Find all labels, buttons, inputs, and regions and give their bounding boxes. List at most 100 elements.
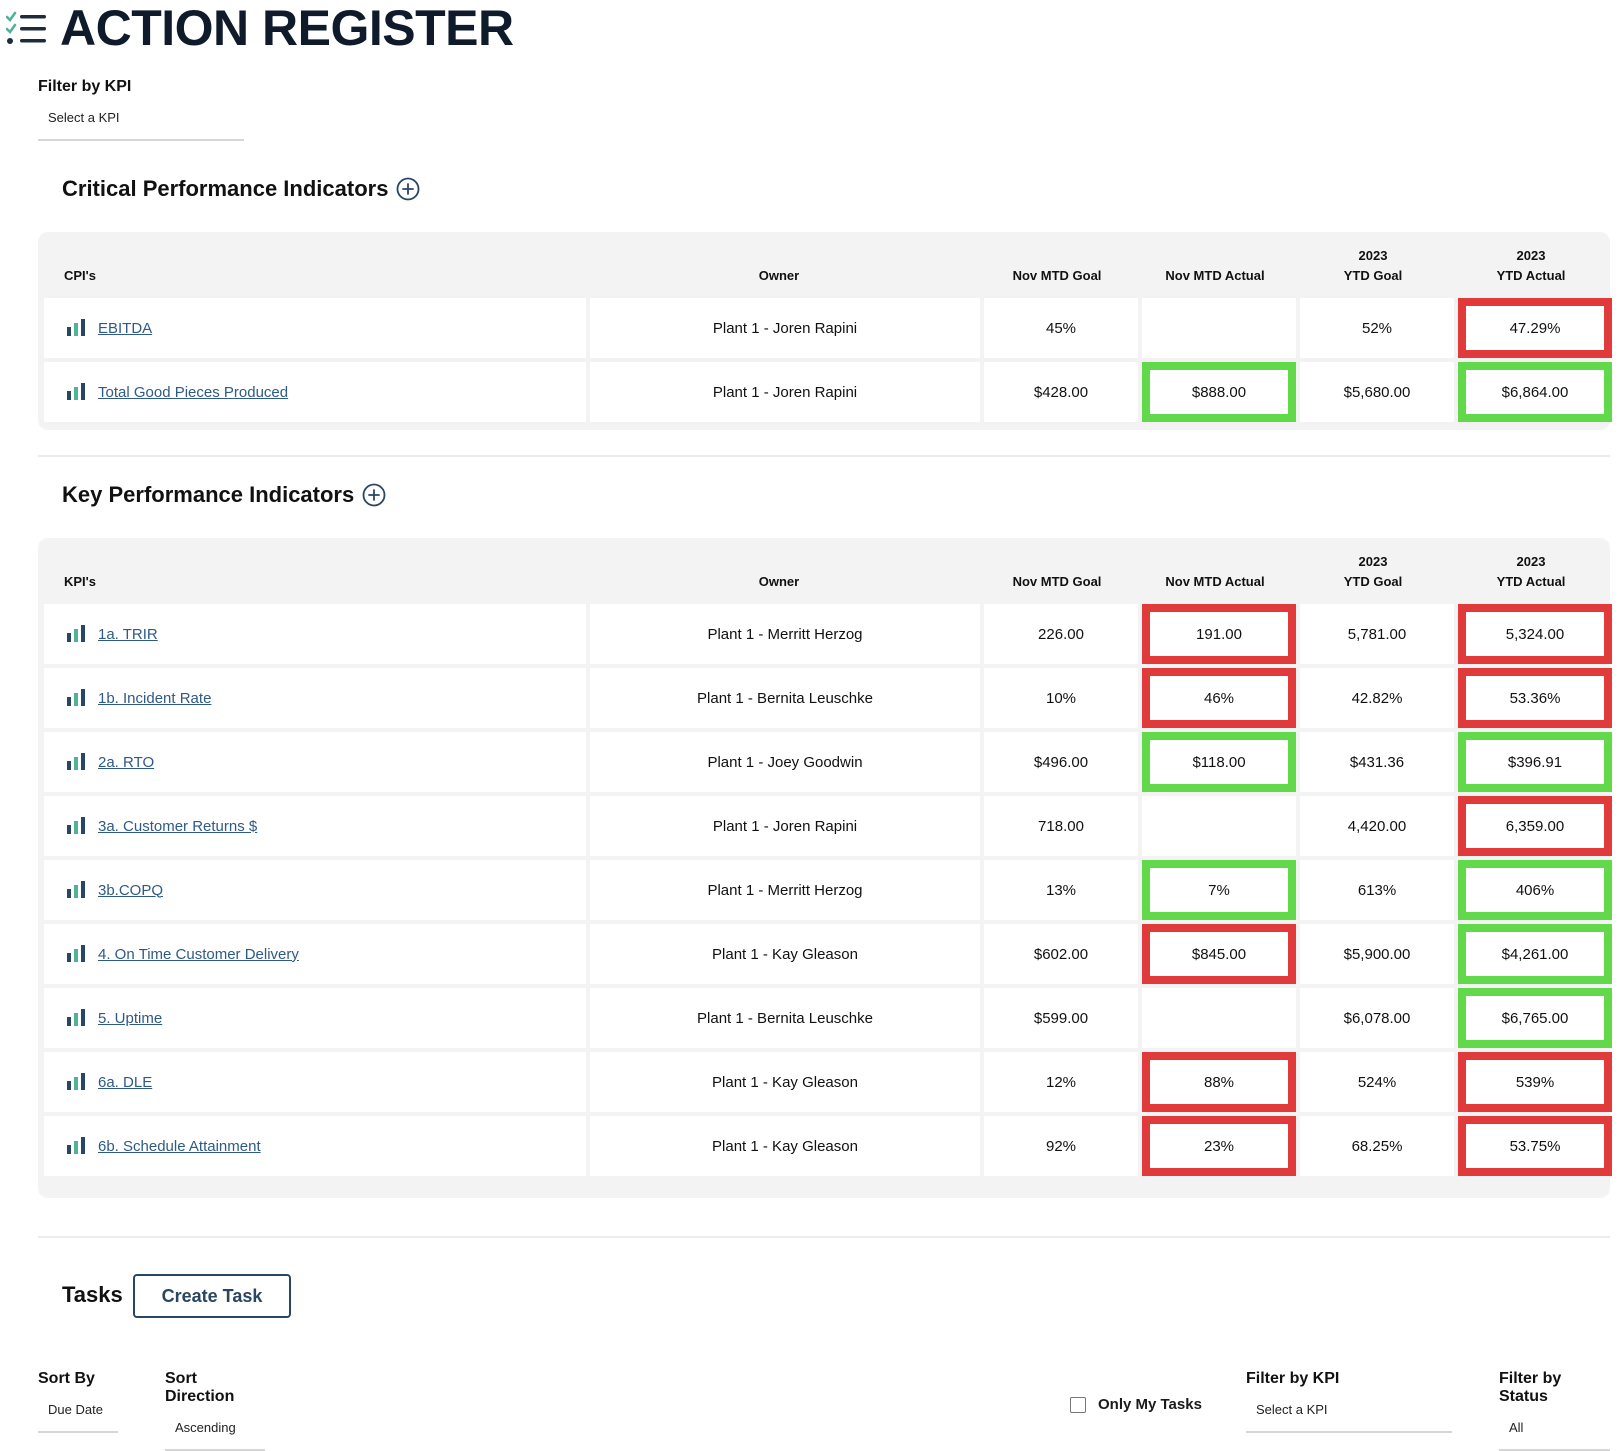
bar-chart-icon: [67, 817, 85, 834]
indicator-name-cell: 6a. DLE: [44, 1052, 586, 1112]
col-ytd-actual-label: YTD Actual: [1496, 574, 1566, 589]
ytd-goal-cell: 68.25%: [1300, 1116, 1454, 1176]
plus-circle-icon[interactable]: [362, 483, 386, 507]
col-mtd-goal: Nov MTD Goal: [1012, 268, 1102, 283]
mtd-goal-cell: 10%: [984, 668, 1138, 728]
owner-cell: Plant 1 - Kay Gleason: [590, 924, 980, 984]
indicator-link[interactable]: Total Good Pieces Produced: [98, 383, 289, 401]
sort-by: Sort By Due Date: [38, 1370, 118, 1433]
kpi-filter-label: Filter by KPI: [38, 78, 132, 95]
kpi-filter-select[interactable]: Select a KPI: [38, 110, 244, 141]
section-divider: [38, 455, 1610, 457]
plus-circle-icon[interactable]: [396, 177, 420, 201]
col-name: CPI's: [64, 268, 96, 283]
checklist-icon: [6, 11, 46, 44]
ytd-actual-cell: 5,324.00: [1458, 604, 1612, 664]
mtd-actual-cell: $118.00: [1142, 732, 1296, 792]
cpi-title-text: Critical Performance Indicators: [62, 176, 389, 201]
owner-cell: Plant 1 - Joren Rapini: [590, 362, 980, 422]
indicator-name-cell: 1b. Incident Rate: [44, 668, 586, 728]
indicator-link[interactable]: 1a. TRIR: [98, 625, 158, 643]
col-ytd-actual: 2023 YTD Actual: [1452, 246, 1610, 286]
sort-direction: Sort Direction Ascending: [165, 1370, 265, 1451]
indicator-link[interactable]: 3b.COPQ: [98, 881, 164, 899]
mtd-goal-cell: 45%: [984, 298, 1138, 358]
tasks-kpi-filter-select[interactable]: Select a KPI: [1246, 1402, 1452, 1433]
mtd-actual-cell: 46%: [1142, 668, 1296, 728]
create-task-button[interactable]: Create Task: [133, 1274, 291, 1318]
col-ytd-goal-year: 2023: [1358, 554, 1388, 569]
bar-chart-icon: [67, 1073, 85, 1090]
col-owner: Owner: [758, 574, 800, 589]
col-ytd-goal-label: YTD Goal: [1343, 268, 1403, 283]
mtd-goal-cell: 718.00: [984, 796, 1138, 856]
indicator-link[interactable]: 4. On Time Customer Delivery: [98, 945, 299, 963]
mtd-actual-cell: 7%: [1142, 860, 1296, 920]
mtd-actual-cell: $845.00: [1142, 924, 1296, 984]
sort-direction-label: Sort Direction: [165, 1370, 235, 1405]
mtd-goal-cell: $602.00: [984, 924, 1138, 984]
sort-direction-select[interactable]: Ascending: [165, 1420, 265, 1451]
owner-cell: Plant 1 - Merritt Herzog: [590, 604, 980, 664]
mtd-goal-cell: $599.00: [984, 988, 1138, 1048]
only-my-tasks[interactable]: Only My Tasks: [1070, 1396, 1202, 1413]
status-filter: Filter by Status All: [1499, 1370, 1610, 1451]
indicator-name-cell: 4. On Time Customer Delivery: [44, 924, 586, 984]
mtd-goal-cell: 226.00: [984, 604, 1138, 664]
owner-cell: Plant 1 - Bernita Leuschke: [590, 988, 980, 1048]
bar-chart-icon: [67, 383, 85, 400]
kpi-title-text: Key Performance Indicators: [62, 482, 355, 507]
indicator-name-cell: 1a. TRIR: [44, 604, 586, 664]
bar-chart-icon: [67, 945, 85, 962]
indicator-name-cell: 3b.COPQ: [44, 860, 586, 920]
page-title: ACTION REGISTER: [60, 0, 514, 56]
ytd-actual-cell: 53.75%: [1458, 1116, 1612, 1176]
mtd-goal-cell: 12%: [984, 1052, 1138, 1112]
mtd-actual-cell: 191.00: [1142, 604, 1296, 664]
only-my-tasks-label: Only My Tasks: [1098, 1396, 1202, 1413]
cpi-table-header: CPI's Owner Nov MTD Goal Nov MTD Actual …: [38, 232, 1610, 298]
owner-cell: Plant 1 - Joren Rapini: [590, 298, 980, 358]
ytd-actual-cell: 53.36%: [1458, 668, 1612, 728]
indicator-link[interactable]: 1b. Incident Rate: [98, 689, 212, 707]
col-ytd-goal: 2023 YTD Goal: [1294, 552, 1452, 592]
ytd-goal-cell: 524%: [1300, 1052, 1454, 1112]
page-header: ACTION REGISTER: [6, 0, 514, 56]
indicator-name-cell: 3a. Customer Returns $: [44, 796, 586, 856]
col-ytd-goal-label: YTD Goal: [1343, 574, 1403, 589]
col-ytd-actual-year: 2023: [1516, 248, 1546, 263]
mtd-goal-cell: 13%: [984, 860, 1138, 920]
bar-chart-icon: [67, 319, 85, 336]
col-mtd-goal: Nov MTD Goal: [1012, 574, 1102, 589]
only-my-tasks-checkbox[interactable]: [1070, 1396, 1086, 1413]
owner-cell: Plant 1 - Merritt Herzog: [590, 860, 980, 920]
sort-by-select[interactable]: Due Date: [38, 1402, 118, 1433]
col-ytd-actual: 2023 YTD Actual: [1452, 552, 1610, 592]
kpi-table: KPI's Owner Nov MTD Goal Nov MTD Actual …: [38, 538, 1612, 1198]
ytd-actual-cell: $6,864.00: [1458, 362, 1612, 422]
indicator-name-cell: 2a. RTO: [44, 732, 586, 792]
cpi-section-title: Critical Performance Indicators: [62, 176, 420, 202]
owner-cell: Plant 1 - Bernita Leuschke: [590, 668, 980, 728]
col-name: KPI's: [64, 574, 96, 589]
indicator-link[interactable]: 2a. RTO: [98, 753, 155, 771]
col-mtd-actual: Nov MTD Actual: [1165, 574, 1265, 589]
ytd-actual-cell: 6,359.00: [1458, 796, 1612, 856]
mtd-actual-cell: $888.00: [1142, 362, 1296, 422]
indicator-link[interactable]: 5. Uptime: [98, 1009, 163, 1027]
mtd-actual-cell: [1142, 298, 1296, 358]
owner-cell: Plant 1 - Joren Rapini: [590, 796, 980, 856]
status-filter-select[interactable]: All: [1499, 1420, 1610, 1451]
ytd-actual-cell: $4,261.00: [1458, 924, 1612, 984]
ytd-goal-cell: 5,781.00: [1300, 604, 1454, 664]
col-ytd-actual-label: YTD Actual: [1496, 268, 1566, 283]
ytd-goal-cell: $5,680.00: [1300, 362, 1454, 422]
sort-by-label: Sort By: [38, 1370, 95, 1387]
col-ytd-goal-year: 2023: [1358, 248, 1388, 263]
ytd-goal-cell: 42.82%: [1300, 668, 1454, 728]
section-divider: [38, 1236, 1610, 1238]
indicator-link[interactable]: EBITDA: [98, 319, 153, 337]
indicator-link[interactable]: 6b. Schedule Attainment: [98, 1137, 261, 1155]
indicator-link[interactable]: 3a. Customer Returns $: [98, 817, 258, 835]
indicator-link[interactable]: 6a. DLE: [98, 1073, 153, 1091]
